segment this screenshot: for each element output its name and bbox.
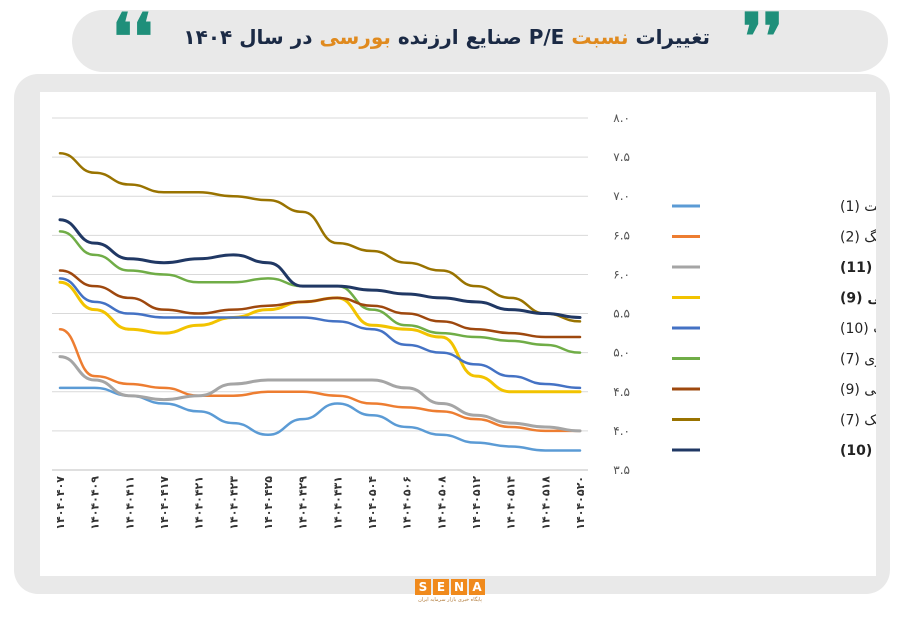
series-line-9 xyxy=(58,218,582,319)
x-tick-label: ۱۴۰۴۰۵۱۸ xyxy=(539,476,552,530)
logo-letter: S xyxy=(415,579,431,595)
quote-mark-left-icon: ❛❛ xyxy=(112,0,154,75)
x-tick-label: ۱۴۰۴۰۵۱۲ xyxy=(470,476,483,530)
legend-label: بالایشی (11) xyxy=(840,260,876,276)
y-tick-label: ۳.۵ xyxy=(613,463,630,477)
y-tick-label: ۵.۰ xyxy=(613,346,630,360)
x-tick-label: ۱۴۰۴۰۴۳۱ xyxy=(331,476,344,530)
series-line-5 xyxy=(58,277,582,390)
series-line-6 xyxy=(58,230,582,354)
chart-title: تغییرات نسبت P/E صنایع ارزنده بورسی در س… xyxy=(183,25,710,59)
title-accent-1: نسبت xyxy=(571,25,629,49)
legend-label: اس. زغال سنگ (2) xyxy=(840,229,876,246)
logo-letter: N xyxy=(451,579,467,595)
legend-label: نیروگاهی (9) xyxy=(840,290,876,307)
logo-letter: A xyxy=(469,579,485,595)
legend-label: ماشین آلات (10) xyxy=(840,320,876,337)
quote-mark-right-icon: ❜❜ xyxy=(742,0,784,75)
logo-letter: E xyxy=(433,579,449,595)
x-tick-label: ۱۴۰۴۰۴۲۹ xyxy=(297,476,310,530)
header-banner xyxy=(72,10,888,72)
legend-label: کاشی سرامیک (7) xyxy=(840,413,876,429)
series-line-3 xyxy=(58,355,582,433)
x-tick-label: ۱۴۰۴۰۴۱۱ xyxy=(123,476,136,530)
x-tick-label: ۱۴۰۴۰۴۱۷ xyxy=(158,476,171,530)
legend-label: ساخت م. فلزی (7) xyxy=(840,352,876,368)
title-part-1: تغییرات xyxy=(628,25,710,49)
y-tick-label: ۸.۰ xyxy=(613,111,630,125)
y-tick-label: ۶.۰ xyxy=(613,267,630,281)
title-part-3: در سال ۱۴۰۴ xyxy=(183,25,320,49)
legend-label: زراعت (1) xyxy=(840,199,876,215)
legend-label: دستگاههای برقی (9) xyxy=(840,381,876,398)
title-accent-2: بورسی xyxy=(319,25,391,49)
y-tick-label: ۴.۵ xyxy=(613,385,630,399)
x-tick-label: ۱۴۰۴۰۴۲۳ xyxy=(227,476,240,530)
series-line-8 xyxy=(58,151,582,323)
x-tick-label: ۱۴۰۴۰۵۰۶ xyxy=(401,476,414,530)
y-tick-label: ۵.۵ xyxy=(613,307,630,321)
x-tick-label: ۱۴۰۴۰۴۲۵ xyxy=(262,476,275,530)
series-line-2 xyxy=(58,327,582,433)
series-line-7 xyxy=(58,269,582,339)
y-tick-label: ۶.۵ xyxy=(613,228,630,242)
x-tick-label: ۱۴۰۴۰۴۲۱ xyxy=(193,476,206,530)
x-tick-label: ۱۴۰۴۰۴۰۷ xyxy=(54,476,67,530)
legend-label: کانه فلزی (10) xyxy=(840,443,876,459)
x-tick-label: ۱۴۰۴۰۵۰۴ xyxy=(366,476,379,530)
x-tick-label: ۱۴۰۴۰۴۰۹ xyxy=(89,476,102,530)
x-tick-label: ۱۴۰۴۰۵۰۸ xyxy=(435,476,448,530)
title-part-2: P/E صنایع ارزنده xyxy=(390,25,572,49)
x-tick-label: ۱۴۰۴۰۵۱۴ xyxy=(505,476,518,530)
y-tick-label: ۷.۵ xyxy=(613,150,630,164)
y-tick-label: ۷.۰ xyxy=(613,189,630,203)
x-tick-label: ۱۴۰۴۰۵۲۰ xyxy=(574,476,587,530)
chart-area: ۸.۰ ۷.۵ ۷.۰ ۶.۵ ۶.۰ ۵.۵ ۵.۰ ۴.۵ ۴.۰ ۳.۵ ۱۴۰۴۰۴۰۷ ۱۴… xyxy=(40,92,876,576)
line-chart: ۸.۰ ۷.۵ ۷.۰ ۶.۵ ۶.۰ ۵.۵ ۵.۰ ۴.۵ ۴.۰ ۳.۵ ۱۴۰۴۰۴۰۷ ۱۴… xyxy=(52,111,876,530)
y-tick-label: ۴.۰ xyxy=(613,424,630,438)
logo-subtitle: پایگاه خبری بازار سرمایه ایران xyxy=(418,597,482,603)
series-line-1 xyxy=(58,386,582,452)
